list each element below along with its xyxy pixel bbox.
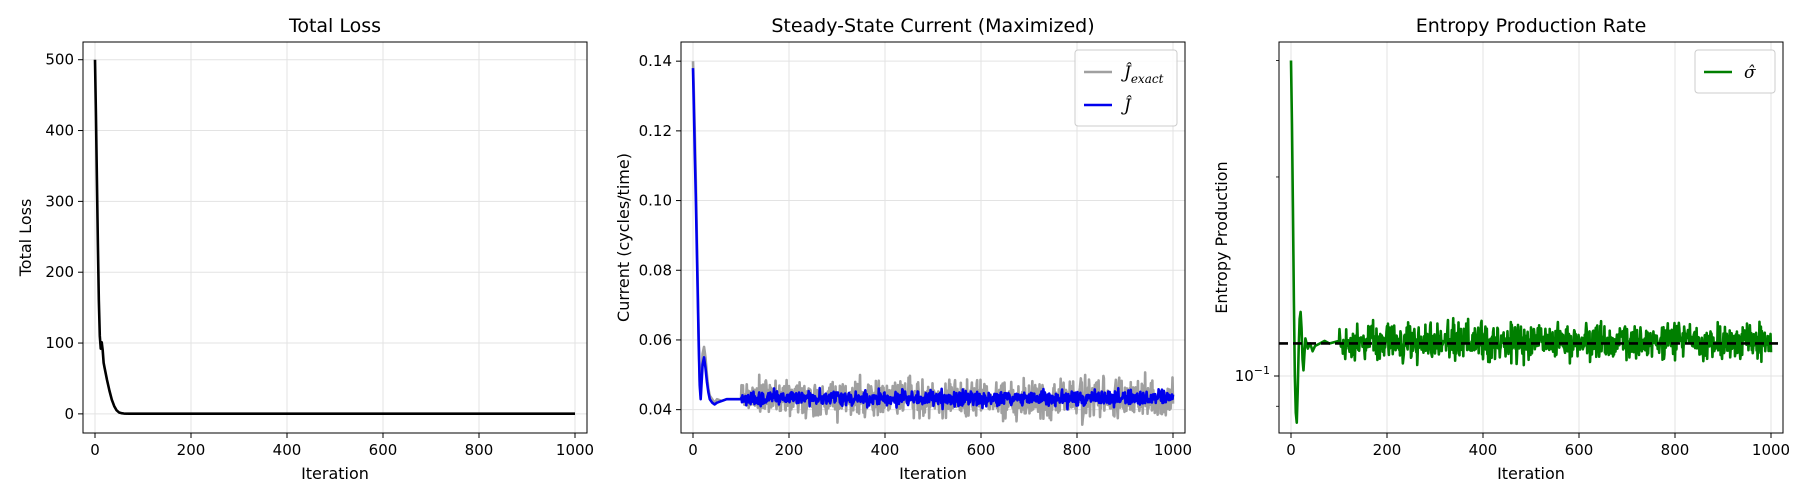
x-tick-label: 400 bbox=[273, 441, 302, 459]
series-line-total-loss-0 bbox=[93, 59, 575, 416]
y-axis-label-total-loss: Total Loss bbox=[16, 199, 35, 278]
x-axis-label-entropy: Iteration bbox=[1497, 464, 1565, 483]
legend: σ̂ bbox=[1694, 49, 1776, 94]
series-line-entropy-0 bbox=[1289, 60, 1773, 424]
panel-total-loss: 0 200 400 600 800 1000 0 100 200 300 400 500 Total L… bbox=[16, 15, 594, 483]
legend-entry: σ̂ bbox=[1744, 63, 1756, 83]
chart-title-total-loss: Total Loss bbox=[288, 15, 381, 37]
legend-entry: Ĵexact bbox=[1121, 63, 1164, 86]
x-tick-label: 0 bbox=[688, 441, 698, 459]
x-tick-label: 400 bbox=[871, 441, 900, 459]
x-tick-label: 800 bbox=[1661, 441, 1690, 459]
panel-entropy-production-rate: 0 200 400 600 800 1000 10−1 Entropy Production … bbox=[1212, 15, 1790, 483]
series-group bbox=[691, 61, 1175, 426]
x-tick-label: 600 bbox=[967, 441, 996, 459]
x-axis-label-current: Iteration bbox=[899, 464, 967, 483]
series-group bbox=[93, 59, 575, 416]
y-tick-label: 10−1 bbox=[1235, 364, 1270, 385]
y-tick-label: 200 bbox=[45, 263, 74, 281]
y-tick-label: 0.10 bbox=[639, 192, 672, 210]
chart-title-current: Steady-State Current (Maximized) bbox=[771, 15, 1094, 37]
legend-entry: Ĵ bbox=[1121, 96, 1132, 116]
x-tick-label: 800 bbox=[1063, 441, 1092, 459]
axes-frame bbox=[680, 41, 1186, 434]
y-tick-label: 500 bbox=[45, 51, 74, 69]
panel-steady-state-current: 0 200 400 600 800 1000 0.04 0.06 0.08 0.10 0.12 0.1… bbox=[614, 15, 1192, 483]
series-line-current-1 bbox=[691, 68, 1175, 411]
axes-frame bbox=[82, 41, 588, 434]
legend: Ĵexact Ĵ bbox=[1074, 49, 1178, 127]
series-group bbox=[1289, 60, 1773, 424]
y-tick-label: 300 bbox=[45, 192, 74, 210]
x-tick-label: 0 bbox=[1286, 441, 1296, 459]
y-axis-label-current: Current (cycles/time) bbox=[614, 153, 633, 322]
y-tick-label: 0.12 bbox=[639, 122, 672, 140]
axes-frame bbox=[1278, 41, 1784, 434]
x-tick-label: 200 bbox=[177, 441, 206, 459]
x-axis-label-total-loss: Iteration bbox=[301, 464, 369, 483]
legend-box bbox=[1074, 49, 1178, 127]
x-tick-label: 600 bbox=[369, 441, 398, 459]
x-tick-label: 1000 bbox=[1752, 441, 1790, 459]
x-tick-label: 200 bbox=[775, 441, 804, 459]
y-tick-label: 0.14 bbox=[639, 52, 672, 70]
y-tick-label: 0.08 bbox=[639, 261, 672, 279]
x-tick-label: 800 bbox=[465, 441, 494, 459]
y-tick-label: 0 bbox=[64, 405, 74, 423]
y-tick-label: 400 bbox=[45, 122, 74, 140]
x-tick-label: 200 bbox=[1373, 441, 1402, 459]
y-tick-label: 0.04 bbox=[639, 401, 672, 419]
y-axis-label-entropy: Entropy Production bbox=[1212, 161, 1231, 313]
x-tick-label: 0 bbox=[90, 441, 100, 459]
legend-box bbox=[1694, 49, 1776, 94]
chart-title-entropy: Entropy Production Rate bbox=[1416, 15, 1647, 37]
x-tick-label: 600 bbox=[1565, 441, 1594, 459]
x-tick-label: 1000 bbox=[1154, 441, 1192, 459]
y-tick-label: 0.06 bbox=[639, 331, 672, 349]
y-tick-label: 100 bbox=[45, 334, 74, 352]
x-tick-label: 400 bbox=[1469, 441, 1498, 459]
x-tick-label: 1000 bbox=[556, 441, 594, 459]
